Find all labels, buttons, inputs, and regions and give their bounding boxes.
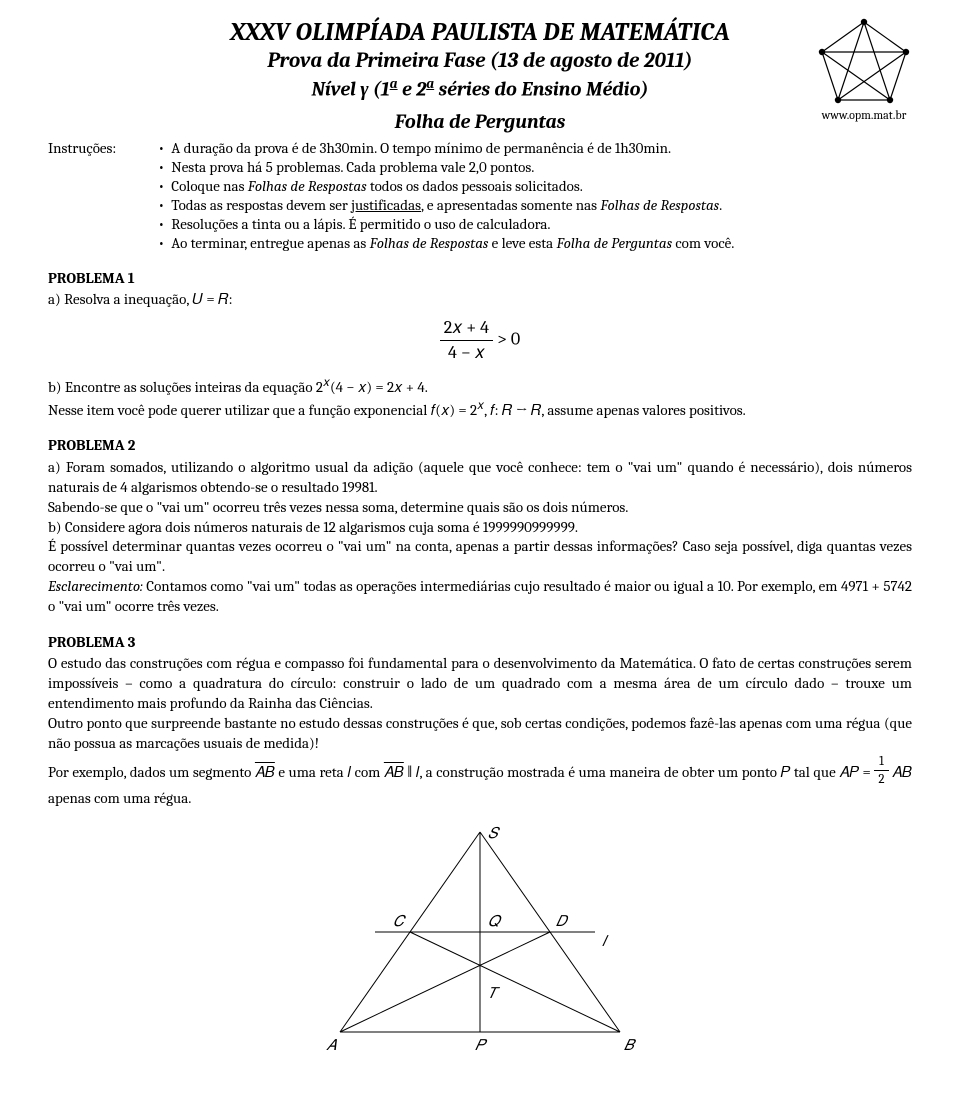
instruction-item: • Coloque nas Folhas de Respostas todos …	[158, 177, 912, 195]
esc-label: Esclarecimento:	[48, 577, 143, 595]
p1b-note-1: Nesse item você pode querer utilizar que…	[48, 401, 477, 419]
logo-caption: www.opm.mat.br	[816, 108, 912, 122]
p3-a: Por exemplo, dados um segmento	[48, 763, 255, 781]
svg-text:𝐵: 𝐵	[624, 1036, 637, 1054]
half-den: 2	[874, 771, 888, 788]
level-sup-2: a	[426, 75, 434, 92]
instruction-item: • Ao terminar, entregue apenas as Folhas…	[158, 234, 912, 252]
problem-3-p3: Por exemplo, dados um segmento 𝐴𝐵 e uma …	[48, 753, 912, 808]
svg-text:𝐴: 𝐴	[326, 1036, 337, 1054]
problem-1: PROBLEMA 1 a) Resolva a inequação, 𝑈 = 𝑅…	[48, 269, 912, 421]
esc-text: Contamos como "vai um" todas as operaçõe…	[48, 577, 912, 615]
problem-1-equation: 2𝑥 + 4 4 − 𝑥 > 0	[48, 316, 912, 365]
problem-2-a1: a) Foram somados, utilizando o algoritmo…	[48, 458, 912, 498]
svg-text:𝐷: 𝐷	[556, 912, 569, 930]
subtitle: Prova da Primeira Fase (13 de agosto de …	[48, 49, 912, 73]
problem-1-a: a) Resolva a inequação, 𝑈 = 𝑅:	[48, 290, 912, 310]
p3-b: e uma reta 𝑙 com	[275, 763, 384, 781]
problem-1-b: b) Encontre as soluções inteiras da equa…	[48, 375, 912, 398]
svg-text:𝐶: 𝐶	[393, 912, 406, 930]
svg-text:𝑄: 𝑄	[488, 912, 502, 930]
eq-tail: > 0	[493, 329, 520, 350]
p1b-note-2: , 𝑓: 𝑅 → 𝑅, assume apenas valores positi…	[484, 401, 746, 419]
problem-3: PROBLEMA 3 O estudo das construções com …	[48, 633, 912, 1055]
svg-text:𝑇: 𝑇	[488, 984, 501, 1002]
problem-2-a2: Sabendo-se que o "vai um" ocorreu três v…	[48, 498, 912, 518]
problem-3-p1: O estudo das construções com régua e com…	[48, 654, 912, 713]
instructions-list: • A duração da prova é de 3h30min. O tem…	[158, 139, 912, 253]
main-title: XXXV OLIMPÍADA PAULISTA DE MATEMÁTICA	[48, 18, 912, 47]
p1b-text-2: (4 − 𝑥) = 2𝑥 + 4.	[330, 378, 428, 396]
level-line: Nível γ (1a e 2a séries do Ensino Médio)	[48, 75, 912, 102]
header: www.opm.mat.br XXXV OLIMPÍADA PAULISTA D…	[48, 18, 912, 133]
p1b-text-1: b) Encontre as soluções inteiras da equa…	[48, 378, 323, 396]
fraction-denominator: 4 − 𝑥	[440, 341, 493, 365]
instruction-item: • Resoluções a tinta ou a lápis. É permi…	[158, 215, 912, 233]
problem-2-b2: É possível determinar quantas vezes ocor…	[48, 537, 912, 577]
instructions-row: Instruções: • A duração da prova é de 3h…	[48, 139, 912, 253]
problem-3-heading: PROBLEMA 3	[48, 633, 912, 653]
geometry-diagram: 𝑆 𝐶 𝑄 𝐷𝑙 𝑇 𝐴 𝑃 𝐵	[280, 822, 680, 1054]
level-sup-1: a	[390, 75, 398, 92]
level-mid: e 2	[398, 78, 427, 101]
folha-title: Folha de Perguntas	[48, 110, 912, 133]
p3-c: ∥ 𝑙, a construção mostrada é uma maneira…	[404, 763, 875, 781]
svg-text:𝑆: 𝑆	[488, 824, 501, 842]
instruction-item: • Nesta prova há 5 problemas. Cada probl…	[158, 158, 912, 176]
instruction-item: • A duração da prova é de 3h30min. O tem…	[158, 139, 912, 157]
instruction-item: • Todas as respostas devem ser justifica…	[158, 196, 912, 214]
fraction-numerator: 2𝑥 + 4	[440, 316, 493, 341]
p1b-exp: 𝑥	[323, 376, 330, 390]
problem-2-esclarecimento: Esclarecimento: Contamos como "vai um" t…	[48, 577, 912, 617]
instructions-label: Instruções:	[48, 139, 158, 157]
svg-text:𝑙: 𝑙	[602, 932, 609, 950]
problem-1-heading: PROBLEMA 1	[48, 269, 912, 289]
problem-3-p2: Outro ponto que surpreende bastante no e…	[48, 714, 912, 754]
segment-ab-1: 𝐴𝐵	[255, 763, 275, 781]
level-suffix: séries do Ensino Médio)	[434, 78, 648, 101]
level-prefix: Nível γ (1	[312, 78, 390, 101]
svg-text:𝑃: 𝑃	[475, 1036, 488, 1054]
problem-2-heading: PROBLEMA 2	[48, 436, 912, 456]
logo-block: www.opm.mat.br	[816, 18, 912, 122]
problem-1-b-note: Nesse item você pode querer utilizar que…	[48, 398, 912, 421]
segment-ab-2: 𝐴𝐵	[384, 763, 404, 781]
page-root: www.opm.mat.br XXXV OLIMPÍADA PAULISTA D…	[0, 0, 960, 1101]
problem-2: PROBLEMA 2 a) Foram somados, utilizando …	[48, 436, 912, 616]
diagram-wrap: 𝑆 𝐶 𝑄 𝐷𝑙 𝑇 𝐴 𝑃 𝐵	[48, 822, 912, 1054]
half-num: 1	[874, 753, 888, 771]
pentagram-logo-icon	[816, 18, 912, 106]
problem-2-b1: b) Considere agora dois números naturais…	[48, 518, 912, 538]
half-fraction: 12	[874, 753, 888, 788]
fraction: 2𝑥 + 4 4 − 𝑥	[440, 316, 493, 365]
